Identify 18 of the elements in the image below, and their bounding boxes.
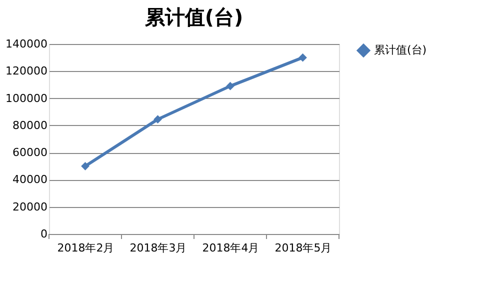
y-tick-label: 0 <box>40 228 48 240</box>
point <box>298 53 307 62</box>
x-tick-label: 2018年4月 <box>202 242 260 254</box>
y-tick-label: 60000 <box>12 146 48 160</box>
chart-title: 累计值(台) <box>144 5 244 29</box>
x-tick-label: 2018年2月 <box>57 242 114 254</box>
x-tick-label: 2018年3月 <box>130 242 187 254</box>
y-tick-label: 40000 <box>12 173 48 186</box>
point <box>226 82 234 90</box>
x-tick-label: 2018年5月 <box>274 242 332 254</box>
point <box>154 115 162 124</box>
point <box>81 162 90 170</box>
legend-label: 累计值(台) <box>374 44 427 56</box>
y-tick-label: 80000 <box>12 118 48 132</box>
y-tick-label: 100000 <box>6 92 48 105</box>
y-tick-label: 20000 <box>12 200 48 214</box>
y-tick-label: 140000 <box>6 38 48 50</box>
y-tick-label: 120000 <box>6 64 48 78</box>
